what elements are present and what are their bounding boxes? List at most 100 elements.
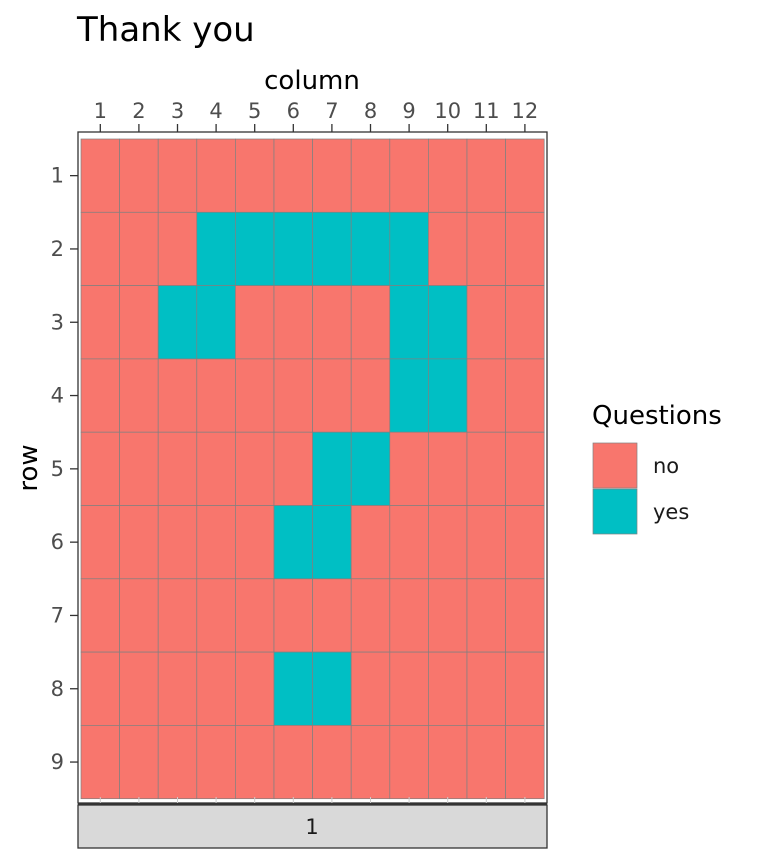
heatmap-cell-r6-c12-no: [505, 505, 545, 580]
heatmap-cell-r7-c8-no: [350, 578, 391, 653]
legend-key-no: [592, 442, 638, 489]
heatmap-cell-r8-c7-yes: [312, 651, 352, 726]
heatmap-cell-r9-c5-no: [235, 725, 275, 800]
x-tick-label: 7: [325, 99, 338, 123]
heatmap-cell-r5-c1-no: [80, 431, 120, 506]
heatmap-cell-r8-c2-no: [119, 651, 159, 726]
heatmap-cell-r8-c1-no: [80, 651, 120, 726]
heatmap-cell-r4-c4-no: [196, 358, 236, 433]
heatmap-cell-r3-c10-yes: [428, 285, 468, 360]
heatmap-cell-r1-c9-no: [389, 138, 429, 213]
heatmap-cell-r4-c5-no: [235, 358, 275, 433]
heatmap-cell-r8-c12-no: [505, 651, 545, 726]
heatmap-cell-r1-c12-no: [505, 138, 545, 213]
heatmap-cell-r2-c6-yes: [273, 211, 313, 286]
legend: Questions no yes: [592, 401, 722, 535]
x-tick-label: 11: [473, 99, 500, 123]
x-tick-label: 6: [287, 99, 300, 123]
heatmap-cell-r7-c7-no: [312, 578, 352, 653]
y-tick-label: 5: [51, 457, 64, 481]
heatmap-cell-r9-c3-no: [157, 725, 198, 800]
heatmap-cell-r5-c10-no: [428, 431, 468, 506]
heatmap-cell-r7-c6-no: [273, 578, 313, 653]
heatmap-cell-r3-c2-no: [119, 285, 159, 360]
heatmap-cell-r5-c5-no: [235, 431, 275, 506]
heatmap-cell-r3-c4-yes: [196, 285, 236, 360]
heatmap-cell-r8-c9-no: [389, 651, 429, 726]
heatmap-cell-r5-c2-no: [119, 431, 159, 506]
heatmap-cell-r2-c5-yes: [235, 211, 275, 286]
heatmap-cell-r1-c4-no: [196, 138, 236, 213]
heatmap-cell-r2-c11-no: [466, 211, 506, 286]
heatmap-cell-r6-c2-no: [119, 505, 159, 580]
chart-title: Thank you: [76, 10, 255, 50]
legend-key-yes: [592, 488, 638, 535]
heatmap-cell-r4-c9-yes: [389, 358, 429, 433]
heatmap-cell-r9-c4-no: [196, 725, 236, 800]
legend-label-no: no: [653, 454, 679, 478]
heatmap-cell-r6-c9-no: [389, 505, 429, 580]
x-tick-label: 3: [171, 99, 184, 123]
heatmap-cell-r5-c6-no: [273, 431, 313, 506]
heatmap-cell-r4-c3-no: [157, 358, 198, 433]
heatmap-cell-r9-c9-no: [389, 725, 429, 800]
heatmap-cell-r3-c6-no: [273, 285, 313, 360]
heatmap-cell-r6-c8-no: [350, 505, 391, 580]
facet-strip-label: 1: [305, 815, 318, 839]
heatmap-cell-r1-c5-no: [235, 138, 275, 213]
heatmap-cell-r8-c6-yes: [273, 651, 313, 726]
heatmap-cell-r7-c2-no: [119, 578, 159, 653]
heatmap-cell-r1-c3-no: [157, 138, 198, 213]
x-tick-label: 1: [94, 99, 107, 123]
x-tick-label: 8: [364, 99, 377, 123]
heatmap-cell-r1-c7-no: [312, 138, 352, 213]
y-tick-label: 7: [51, 603, 64, 627]
heatmap-cell-r5-c11-no: [466, 431, 506, 506]
heatmap-cell-r7-c5-no: [235, 578, 275, 653]
x-tick-label: 2: [132, 99, 145, 123]
heatmap-cell-r7-c10-no: [428, 578, 468, 653]
legend-label-yes: yes: [653, 500, 689, 524]
heatmap-cell-r7-c9-no: [389, 578, 429, 653]
heatmap-cell-r8-c4-no: [196, 651, 236, 726]
heatmap-cell-r3-c7-no: [312, 285, 352, 360]
y-tick-label: 3: [51, 310, 64, 334]
heatmap-cell-r4-c7-no: [312, 358, 352, 433]
heatmap-cell-r1-c2-no: [119, 138, 159, 213]
heatmap-cell-r2-c3-no: [157, 211, 198, 286]
heatmap-cell-r5-c9-no: [389, 431, 429, 506]
y-tick-label: 2: [51, 237, 64, 261]
heatmap-cell-r3-c12-no: [505, 285, 545, 360]
heatmap-cell-r9-c10-no: [428, 725, 468, 800]
heatmap-cell-r6-c5-no: [235, 505, 275, 580]
heatmap-cell-r6-c10-no: [428, 505, 468, 580]
y-tick-label: 9: [51, 750, 64, 774]
x-tick-label: 5: [248, 99, 261, 123]
heatmap-cell-r3-c9-yes: [389, 285, 429, 360]
heatmap-cell-r9-c11-no: [466, 725, 506, 800]
heatmap-cell-r4-c6-no: [273, 358, 313, 433]
heatmap-cell-r2-c8-yes: [350, 211, 391, 286]
heatmap-cell-r1-c11-no: [466, 138, 506, 213]
heatmap-cell-r1-c8-no: [350, 138, 391, 213]
heatmap-cell-r8-c10-no: [428, 651, 468, 726]
legend-title: Questions: [592, 401, 722, 431]
heatmap-cell-r4-c1-no: [80, 358, 120, 433]
heatmap-cell-r9-c6-no: [273, 725, 313, 800]
x-tick-label: 10: [434, 99, 461, 123]
heatmap-cell-r6-c6-yes: [273, 505, 313, 580]
heatmap-cell-r6-c3-no: [157, 505, 198, 580]
x-tick-label: 12: [512, 99, 539, 123]
heatmap-cell-r1-c1-no: [80, 138, 120, 213]
y-tick-label: 8: [51, 677, 64, 701]
heatmap-cell-r3-c1-no: [80, 285, 120, 360]
heatmap-cell-r2-c12-no: [505, 211, 545, 286]
y-tick-label: 4: [51, 384, 64, 408]
heatmap-cell-r7-c1-no: [80, 578, 120, 653]
heatmap-cell-r7-c11-no: [466, 578, 506, 653]
heatmap-cell-r5-c3-no: [157, 431, 198, 506]
heatmap-cell-r2-c9-yes: [389, 211, 429, 286]
heatmap-cell-r3-c11-no: [466, 285, 506, 360]
heatmap-cell-r3-c3-yes: [157, 285, 198, 360]
y-axis-title: row: [14, 444, 44, 491]
